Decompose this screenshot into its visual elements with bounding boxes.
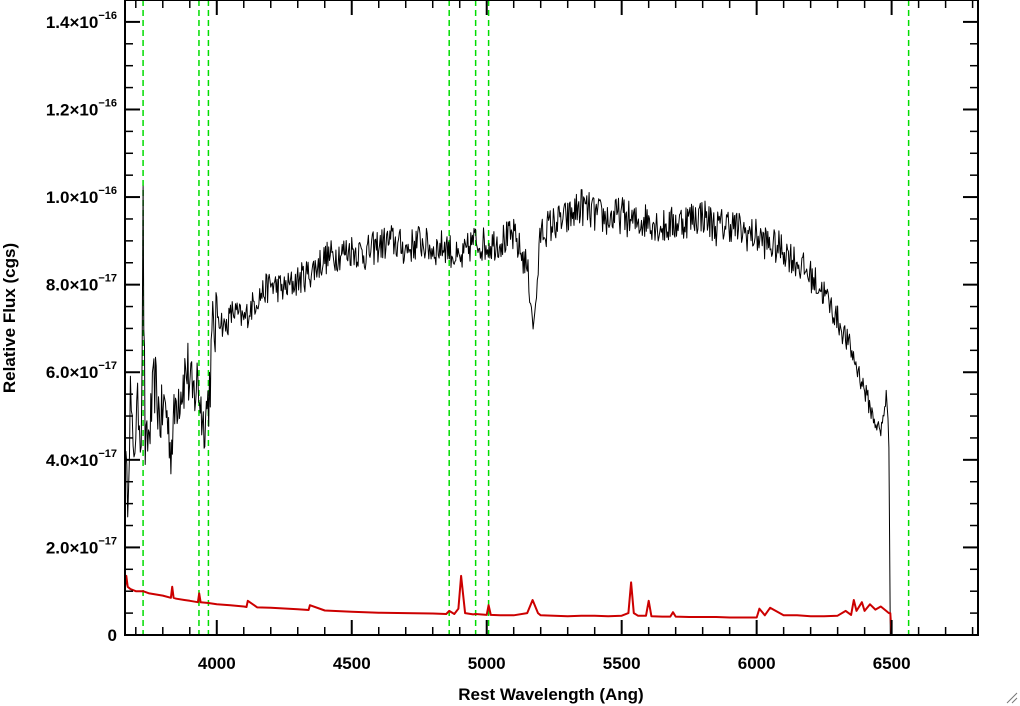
plot-frame [124,0,979,636]
y-tick-exponent: −16 [98,10,117,22]
y-tick-label: 1.4×10−16 [46,10,117,32]
x-axis-ticks: 4000 4500 5000 5500 6000 6500 [198,0,911,673]
y-tick-label: 1.0×10−16 [46,185,117,207]
x-tick-label: 5000 [468,654,506,673]
y-tick-label: 8.0×10−17 [46,273,117,295]
y-axis-title: Relative Flux (cgs) [0,243,19,393]
resize-grip-icon[interactable] [1004,690,1018,704]
y-tick-label: 6.0×10−17 [46,360,117,382]
x-tick-label: 4000 [198,654,236,673]
y-tick-exponent: −17 [98,448,117,460]
flux-spectrum-line [124,185,978,636]
plot-frame-border [124,0,979,636]
error-spectrum-line [124,574,978,636]
y-tick-exponent: −16 [98,97,117,109]
y-tick-label: 4.0×10−17 [46,448,117,470]
x-tick-label: 4500 [333,654,371,673]
y-tick-label: 0 [108,626,117,645]
emission-line-markers [142,0,910,635]
y-tick-label: 2.0×10−17 [46,535,117,557]
y-tick-exponent: −17 [98,273,117,285]
y-tick-exponent: −17 [98,535,117,547]
y-tick-exponent: −16 [98,185,117,197]
x-tick-label: 6000 [738,654,776,673]
y-tick-exponent: −17 [98,360,117,372]
y-tick-label: 1.2×10−16 [46,97,117,119]
x-tick-label: 5500 [603,654,641,673]
spectrum-series [124,185,978,636]
x-tick-label: 6500 [873,654,911,673]
x-axis-title: Rest Wavelength (Ang) [458,685,643,704]
